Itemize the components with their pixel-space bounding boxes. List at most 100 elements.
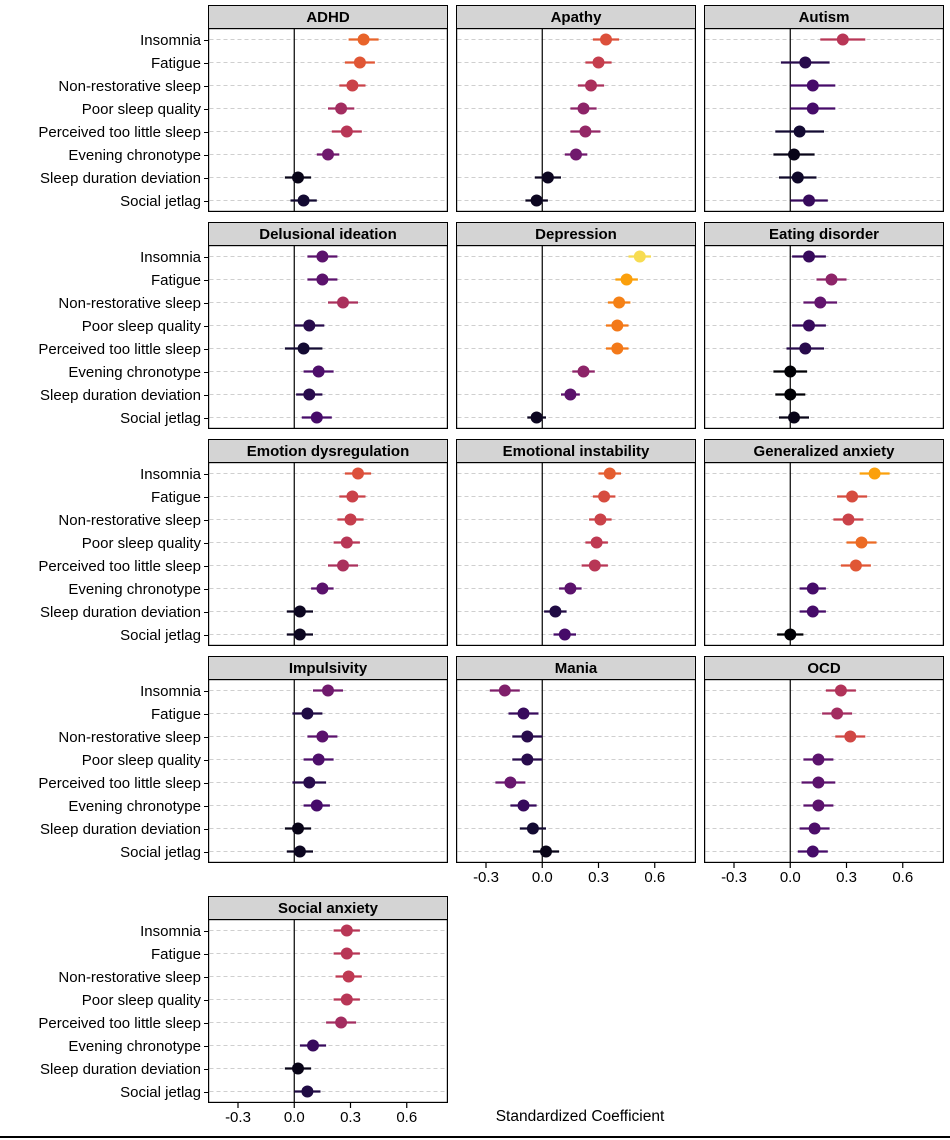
data-point (633, 250, 646, 263)
data-point (312, 753, 325, 766)
data-point (784, 365, 797, 378)
data-point (292, 171, 304, 184)
facet-strip-ocd: OCD (704, 656, 944, 680)
data-point (335, 102, 348, 115)
panel-ocd: OCD -0.3 0.0 0.3 0.6 (704, 656, 944, 887)
data-point (340, 993, 353, 1006)
data-point (301, 1085, 314, 1098)
data-point (312, 365, 325, 378)
category-label: Sleep duration deviation (0, 818, 208, 841)
category-label: Non-restorative sleep (0, 292, 208, 315)
data-point (613, 296, 626, 309)
category-label: Fatigue (0, 943, 208, 966)
category-label: Insomnia (0, 246, 208, 269)
x-axis-title: Standardized Coefficient (495, 1108, 665, 1125)
data-point (598, 490, 611, 503)
facet-row: Insomnia Fatigue Non-restorative sleep Poor… (0, 656, 948, 887)
data-point (803, 194, 815, 207)
category-label: Social jetlag (0, 841, 208, 864)
data-point (530, 411, 543, 424)
category-label: Insomnia (0, 463, 208, 486)
facet-row: Insomnia Fatigue Non-restorative sleep Poor… (0, 5, 948, 213)
data-point (303, 388, 316, 401)
category-label: Perceived too little sleep (0, 772, 208, 795)
data-point (784, 628, 797, 641)
category-label: Sleep duration deviation (0, 601, 208, 624)
panel-emotion-dysregulation: Emotion dysregulation (208, 439, 448, 647)
data-point (844, 730, 857, 743)
data-point (297, 194, 310, 207)
data-point (814, 296, 827, 309)
category-label: Social jetlag (0, 407, 208, 430)
facet-row: Insomnia Fatigue Non-restorative sleep Poor… (0, 222, 948, 430)
data-point (322, 684, 334, 697)
category-label: Fatigue (0, 703, 208, 726)
facet-strip-impulsivity: Impulsivity (208, 656, 448, 680)
data-point (806, 845, 819, 858)
x-tick-label: -0.3 (225, 1109, 251, 1126)
category-label: Insomnia (0, 920, 208, 943)
x-tick-label: 0.6 (396, 1109, 417, 1126)
data-point (620, 273, 633, 286)
data-point (335, 1016, 348, 1029)
data-point (799, 56, 812, 69)
panel-border (208, 245, 448, 429)
facet-strip-adhd: ADHD (208, 5, 448, 29)
panel-plot (704, 28, 944, 212)
panel-border (208, 679, 448, 863)
facet-row: Insomnia Fatigue Non-restorative sleep Poor… (0, 439, 948, 647)
panel-border (456, 245, 696, 429)
panel-autism: Autism (704, 5, 944, 212)
panel-plot (456, 245, 696, 429)
data-point (322, 148, 334, 161)
data-point (793, 125, 806, 138)
panel-border (704, 245, 944, 429)
data-point (788, 148, 800, 161)
category-label: Evening chronotype (0, 144, 208, 167)
data-point (849, 559, 862, 572)
y-axis-labels: Insomnia Fatigue Non-restorative sleep Poor… (0, 680, 208, 864)
data-point (340, 947, 353, 960)
panel-eating-disorder: Eating disorder (704, 222, 944, 429)
data-point (340, 536, 353, 549)
x-tick-label: 0.0 (532, 869, 553, 886)
panel-border (208, 28, 448, 212)
data-point (292, 1062, 304, 1075)
category-label: Insomnia (0, 29, 208, 52)
panel-generalized-anxiety: Generalized anxiety (704, 439, 944, 646)
data-point (825, 273, 838, 286)
data-point (316, 273, 329, 286)
category-label: Non-restorative sleep (0, 509, 208, 532)
category-label: Evening chronotype (0, 578, 208, 601)
data-point (541, 171, 554, 184)
facet-strip-delusional-ideation: Delusional ideation (208, 222, 448, 246)
x-tick-label: -0.3 (473, 869, 499, 886)
category-label: Social jetlag (0, 624, 208, 647)
y-axis-labels: Insomnia Fatigue Non-restorative sleep Poor… (0, 29, 208, 213)
facet-strip-generalized-anxiety: Generalized anxiety (704, 439, 944, 463)
panel-plot (704, 462, 944, 646)
data-point (788, 411, 800, 424)
panel-plot (208, 679, 448, 863)
panel-plot: -0.3 0.0 0.3 0.6 (456, 679, 696, 886)
y-axis-labels: Insomnia Fatigue Non-restorative sleep Poor… (0, 463, 208, 647)
x-tick-label: 0.0 (780, 869, 801, 886)
x-tick-label: 0.0 (284, 1109, 305, 1126)
panel-social-anxiety: Social anxiety -0.3 0.0 0.3 0.6 (208, 896, 448, 1127)
category-label: Fatigue (0, 486, 208, 509)
panel-border (456, 679, 696, 864)
data-point (611, 342, 624, 355)
data-point (340, 125, 353, 138)
data-point (784, 388, 797, 401)
facet-strip-mania: Mania (456, 656, 696, 680)
data-point (346, 490, 359, 503)
data-point (530, 194, 543, 207)
data-point (540, 845, 552, 858)
panel-delusional-ideation: Delusional ideation (208, 222, 448, 430)
category-label: Perceived too little sleep (0, 338, 208, 361)
facet-cell: Insomnia Fatigue Non-restorative sleep Poor… (0, 5, 448, 213)
data-point (585, 79, 597, 92)
category-label: Perceived too little sleep (0, 121, 208, 144)
x-tick-label: -0.3 (721, 869, 747, 886)
data-point (558, 628, 571, 641)
